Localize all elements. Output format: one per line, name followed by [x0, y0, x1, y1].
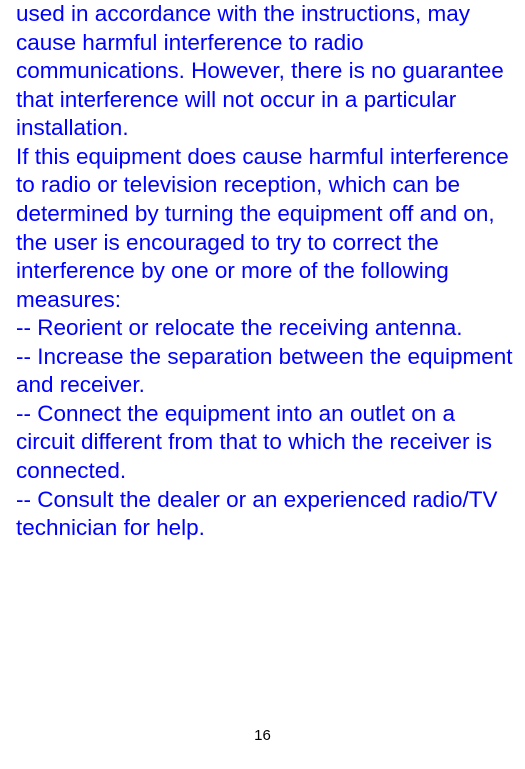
- bullet-4: -- Consult the dealer or an experienced …: [16, 487, 498, 541]
- document-page: used in accordance with the instructions…: [0, 0, 525, 769]
- bullet-2: -- Increase the separation between the e…: [16, 344, 513, 398]
- paragraph-2: If this equipment does cause harmful int…: [16, 144, 509, 312]
- paragraph-1: used in accordance with the instructions…: [16, 1, 504, 140]
- bullet-3: -- Connect the equipment into an outlet …: [16, 401, 492, 483]
- page-number: 16: [0, 727, 525, 744]
- body-text: used in accordance with the instructions…: [16, 0, 513, 543]
- bullet-1: -- Reorient or relocate the receiving an…: [16, 315, 463, 340]
